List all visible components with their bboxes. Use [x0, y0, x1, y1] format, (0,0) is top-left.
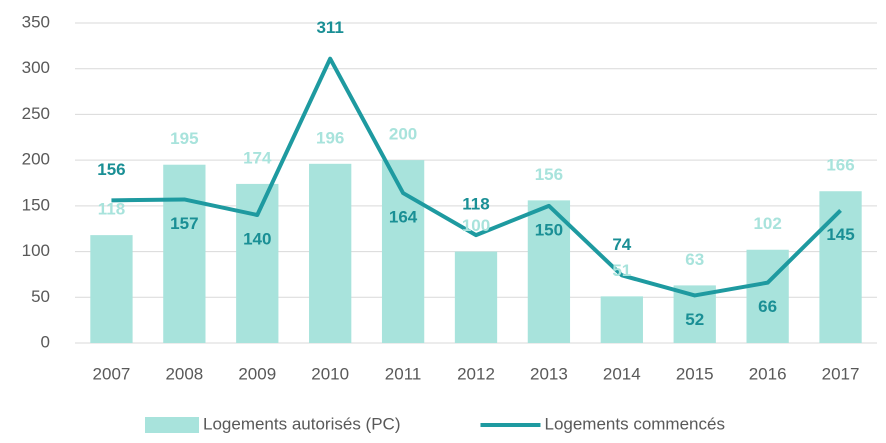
x-tick-label: 2009 [238, 364, 276, 383]
data-label: 118 [98, 200, 125, 219]
bar [236, 183, 279, 343]
data-label: 52 [685, 310, 704, 329]
y-tick-label: 50 [31, 287, 50, 306]
x-tick-label: 2010 [311, 364, 349, 383]
y-tick-label: 100 [22, 241, 50, 260]
x-tick-label: 2017 [822, 364, 860, 383]
bar [163, 164, 206, 343]
bar [819, 191, 862, 343]
x-tick-label: 2015 [676, 364, 714, 383]
bar [381, 160, 425, 343]
bar [454, 251, 498, 343]
data-label: 102 [753, 214, 781, 233]
data-label: 51 [612, 261, 631, 280]
data-label: 145 [826, 225, 854, 244]
data-label: 166 [826, 156, 854, 175]
data-label: 174 [243, 148, 272, 167]
data-label: 140 [243, 229, 271, 248]
bar [309, 163, 352, 343]
x-tick-label: 2012 [457, 364, 495, 383]
x-tick-label: 2007 [93, 364, 131, 383]
x-tick-label: 2016 [749, 364, 787, 383]
data-label: 156 [97, 160, 125, 179]
y-tick-label: 300 [22, 58, 50, 77]
data-label: 311 [316, 18, 343, 37]
x-tick-label: 2014 [603, 364, 641, 383]
legend-label: Logements commencés [544, 414, 724, 433]
line [111, 56, 842, 298]
y-tick-label: 200 [22, 150, 50, 169]
data-label: 195 [170, 129, 198, 148]
y-tick-label: 250 [22, 104, 50, 123]
data-label: 63 [685, 250, 704, 269]
x-tick-label: 2011 [385, 364, 422, 383]
y-tick-label: 150 [22, 195, 50, 214]
bar [600, 296, 643, 343]
data-label: 118 [462, 195, 489, 214]
data-label: 196 [316, 128, 344, 147]
data-label: 200 [389, 125, 417, 144]
data-label: 66 [758, 297, 777, 316]
legend-label: Logements autorisés (PC) [203, 414, 400, 433]
data-label: 156 [535, 165, 563, 184]
y-tick-label: 0 [41, 332, 50, 351]
bar [746, 249, 789, 343]
x-tick-label: 2008 [165, 364, 203, 383]
legend-swatch [145, 417, 199, 433]
data-label: 150 [535, 220, 563, 239]
data-label: 157 [170, 214, 198, 233]
data-label: 164 [389, 208, 418, 227]
y-tick-label: 350 [22, 12, 50, 31]
x-tick-label: 2013 [530, 364, 568, 383]
data-label: 100 [462, 216, 490, 235]
bar [90, 235, 133, 343]
data-label: 74 [612, 235, 631, 254]
bar [527, 200, 571, 343]
